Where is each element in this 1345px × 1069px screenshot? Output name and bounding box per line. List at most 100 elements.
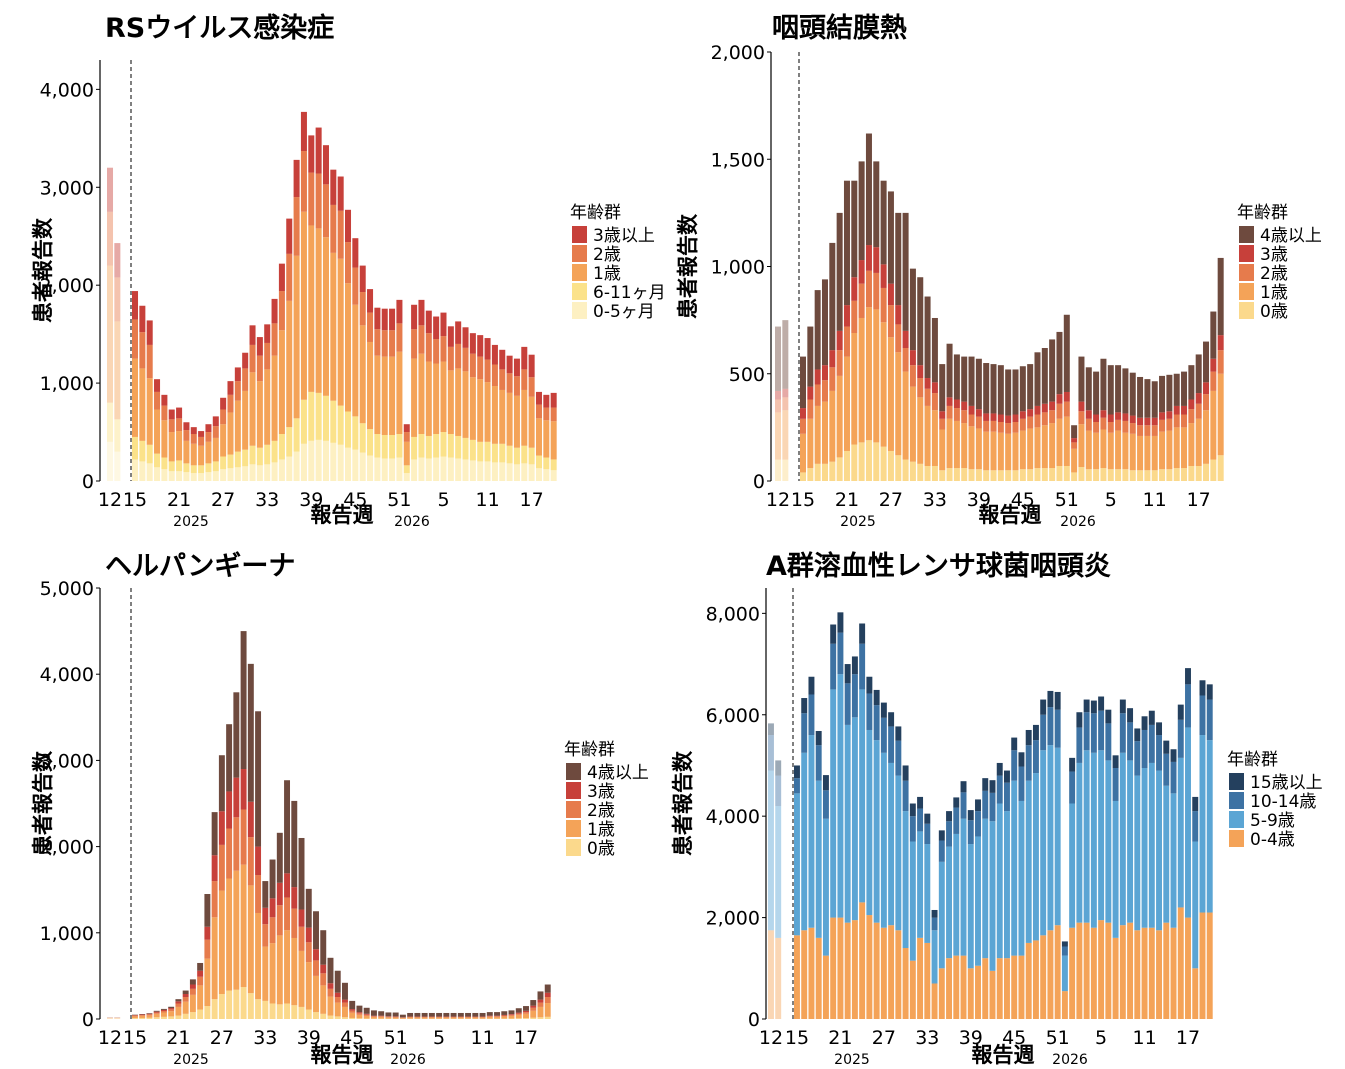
bar-segment (262, 907, 269, 925)
bar-segment (308, 225, 315, 392)
bar-segment (997, 414, 1004, 423)
bar-segment (249, 344, 256, 373)
legend-swatch (1239, 283, 1254, 300)
bar-segment (1159, 412, 1166, 420)
bar-segment (1166, 430, 1173, 470)
bar-segment (515, 1014, 522, 1019)
bar-segment (469, 377, 476, 440)
bar-segment (543, 394, 550, 408)
bar-segment (996, 958, 1003, 1019)
bar-segment (315, 127, 322, 174)
bar-segment (953, 833, 960, 956)
bar-segment (537, 1006, 544, 1018)
bar-segment (830, 643, 837, 690)
bar-segment (800, 418, 807, 434)
bar-segment (858, 283, 865, 318)
bar-segment (389, 434, 396, 459)
bar-segment (983, 470, 990, 481)
bar-segment (428, 1016, 435, 1018)
bar-segment (154, 391, 161, 410)
bar-segment (1203, 394, 1210, 411)
bar-segment (1027, 469, 1034, 481)
bar-segment (1063, 401, 1070, 417)
bar-segment (931, 917, 938, 931)
year-label: 2025 (834, 1052, 870, 1068)
bar-segment (176, 471, 183, 481)
bar-segment (334, 1016, 341, 1019)
bar-segment (982, 778, 989, 791)
bar-segment (1173, 405, 1180, 415)
bar-segment (953, 354, 960, 400)
bar-segment (807, 386, 814, 400)
bar-segment (967, 844, 974, 969)
x-tick-label: 45 (1011, 489, 1035, 511)
bar-segment (264, 464, 271, 481)
bar-segment (902, 811, 909, 949)
bar-segment (247, 837, 254, 886)
bar-segment (1188, 365, 1195, 400)
bar-segment (961, 468, 968, 481)
bar-segment (345, 242, 352, 284)
bar-segment (370, 1016, 377, 1017)
bar-segment (218, 755, 225, 812)
bar-segment (308, 135, 315, 173)
bar-segment (1195, 465, 1202, 481)
bar-segment (960, 955, 967, 1019)
bar-segment (198, 436, 205, 446)
bar-segment (1195, 393, 1202, 404)
bar-segment (990, 420, 997, 432)
bar-segment (924, 378, 931, 389)
bar-segment (1156, 930, 1163, 1019)
bar-segment (1141, 716, 1148, 730)
bar-segment (322, 395, 329, 441)
bar-segment (1217, 257, 1224, 336)
bar-segment (1148, 762, 1155, 928)
bar-segment (865, 245, 872, 271)
bar-segment (305, 927, 312, 943)
bar-segment (381, 434, 388, 459)
bar-segment (508, 1014, 515, 1016)
bar-segment (782, 459, 789, 481)
bar-segment (212, 437, 219, 462)
bar-segment (352, 304, 359, 417)
bar-segment (1005, 369, 1012, 416)
bar-segment (313, 1012, 319, 1019)
bar-segment (1166, 374, 1173, 412)
bar-segment (249, 464, 256, 481)
legend-title: 年齢群 (564, 740, 615, 760)
bar-segment (175, 1015, 182, 1019)
bar-segment (1012, 422, 1019, 433)
bar-segment (249, 325, 256, 345)
bar-segment (1112, 755, 1119, 769)
bar-segment (1141, 927, 1148, 1019)
bar-segment (989, 792, 996, 822)
bar-segment (381, 330, 388, 357)
bar-segment (370, 1010, 377, 1016)
bar-segment (374, 457, 381, 481)
bar-segment (1112, 800, 1119, 938)
bar-segment (873, 740, 880, 923)
bar-segment (255, 846, 262, 876)
x-tick-label: 17 (514, 1027, 538, 1049)
bar-segment (528, 447, 535, 465)
bar-segment (190, 473, 197, 481)
bar-segment (363, 1007, 370, 1014)
bar-segment (161, 469, 168, 481)
bar-segment (132, 1018, 138, 1019)
bar-segment (240, 809, 247, 865)
x-tick-label: 21 (167, 489, 191, 511)
bar-segment (411, 329, 418, 359)
bar-segment (197, 976, 204, 986)
bar-segment (469, 333, 476, 354)
bar-segment (226, 828, 233, 879)
bar-segment (421, 1017, 428, 1019)
bar-segment (859, 623, 866, 644)
y-tick-label: 2,000 (711, 42, 765, 64)
bar-segment (815, 780, 822, 938)
bar-segment (550, 392, 557, 408)
bar-segment (836, 212, 843, 331)
bar-segment (1061, 941, 1068, 947)
bar-segment (255, 912, 262, 1000)
bar-segment (513, 358, 520, 377)
